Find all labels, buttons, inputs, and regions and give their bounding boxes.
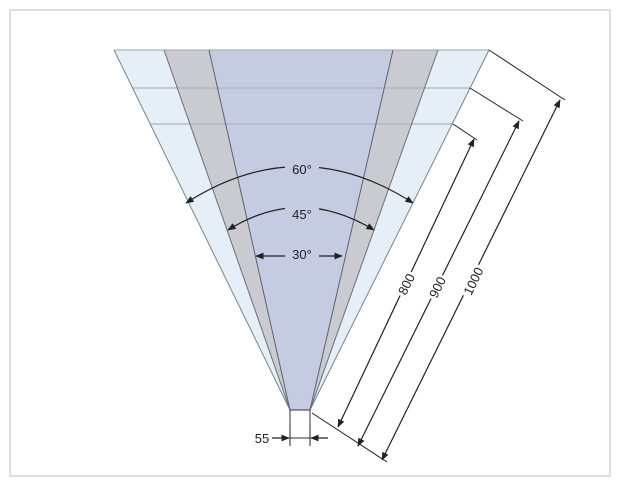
- distance-label-bg-1000: [457, 261, 489, 301]
- angle-label-30: 30°: [292, 247, 312, 262]
- extension-line-800: [452, 123, 478, 141]
- width-label: 55: [255, 431, 269, 446]
- distance-label-bg-900: [423, 271, 451, 303]
- frame-border: [9, 9, 611, 477]
- cone-edge-left-45: [163, 49, 291, 411]
- extension-line-900: [469, 87, 524, 122]
- sensor-aperture: [289, 409, 311, 439]
- extension-line-1000: [488, 49, 566, 101]
- angle-label-bg-60: [285, 160, 319, 178]
- distance-label-bg-800: [392, 268, 420, 300]
- angle-label-bg-30: [285, 245, 319, 263]
- angle-label-60: 60°: [292, 162, 312, 177]
- angle-label-bg-45: [285, 205, 319, 223]
- cone-edge-left-60: [113, 49, 291, 411]
- extension-line-base: [311, 412, 388, 463]
- angle-label-45: 45°: [292, 207, 312, 222]
